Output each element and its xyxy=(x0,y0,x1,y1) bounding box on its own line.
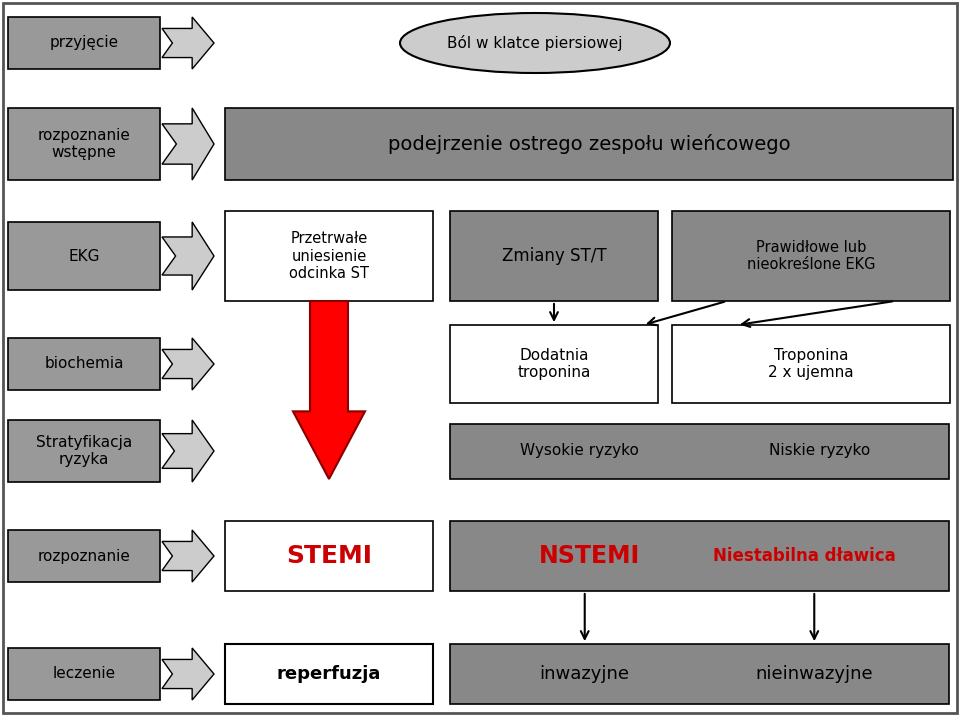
Bar xyxy=(225,108,953,180)
Polygon shape xyxy=(162,648,214,700)
Text: Zmiany ST/T: Zmiany ST/T xyxy=(502,247,607,265)
Text: nieinwazyjne: nieinwazyjne xyxy=(756,665,873,683)
Bar xyxy=(8,338,160,390)
Text: Niskie ryzyko: Niskie ryzyko xyxy=(769,443,870,458)
Bar xyxy=(8,108,160,180)
Text: rozpoznanie
wstępne: rozpoznanie wstępne xyxy=(37,127,131,160)
Text: STEMI: STEMI xyxy=(286,544,372,568)
Text: Dodatnia
troponina: Dodatnia troponina xyxy=(517,348,590,380)
Ellipse shape xyxy=(400,13,670,73)
Polygon shape xyxy=(162,338,214,390)
Text: Stratyfikacja
ryzyka: Stratyfikacja ryzyka xyxy=(36,435,132,468)
Polygon shape xyxy=(293,301,365,479)
Bar xyxy=(450,211,658,301)
Text: NSTEMI: NSTEMI xyxy=(540,544,640,568)
Bar xyxy=(450,423,949,478)
Text: Przetrwałe
uniesienie
odcinka ST: Przetrwałe uniesienie odcinka ST xyxy=(289,231,369,281)
Bar xyxy=(8,530,160,582)
Bar xyxy=(450,325,658,403)
Text: reperfuzja: reperfuzja xyxy=(276,665,381,683)
Bar xyxy=(8,222,160,290)
Bar xyxy=(225,521,433,591)
Text: inwazyjne: inwazyjne xyxy=(540,665,630,683)
Text: Wysokie ryzyko: Wysokie ryzyko xyxy=(520,443,639,458)
Bar xyxy=(225,644,433,704)
Text: Ból w klatce piersiowej: Ból w klatce piersiowej xyxy=(447,35,623,51)
Text: biochemia: biochemia xyxy=(44,357,124,372)
Text: EKG: EKG xyxy=(68,248,100,263)
Polygon shape xyxy=(162,108,214,180)
Text: Niestabilna dławica: Niestabilna dławica xyxy=(713,547,896,565)
Polygon shape xyxy=(162,530,214,582)
Text: przyjęcie: przyjęcie xyxy=(49,36,119,51)
Bar xyxy=(450,521,949,591)
Text: rozpoznanie: rozpoznanie xyxy=(37,548,131,563)
Bar xyxy=(672,211,950,301)
Bar xyxy=(225,211,433,301)
Bar xyxy=(8,420,160,482)
Polygon shape xyxy=(162,222,214,290)
Polygon shape xyxy=(162,17,214,69)
Polygon shape xyxy=(162,420,214,482)
Text: Prawidłowe lub
nieokreślone EKG: Prawidłowe lub nieokreślone EKG xyxy=(747,240,876,272)
Bar xyxy=(8,648,160,700)
Bar xyxy=(450,644,949,704)
Bar xyxy=(8,17,160,69)
Text: podejrzenie ostrego zespołu wieńcowego: podejrzenie ostrego zespołu wieńcowego xyxy=(388,134,790,154)
Text: Troponina
2 x ujemna: Troponina 2 x ujemna xyxy=(768,348,853,380)
Bar xyxy=(672,325,950,403)
Text: leczenie: leczenie xyxy=(53,667,115,682)
